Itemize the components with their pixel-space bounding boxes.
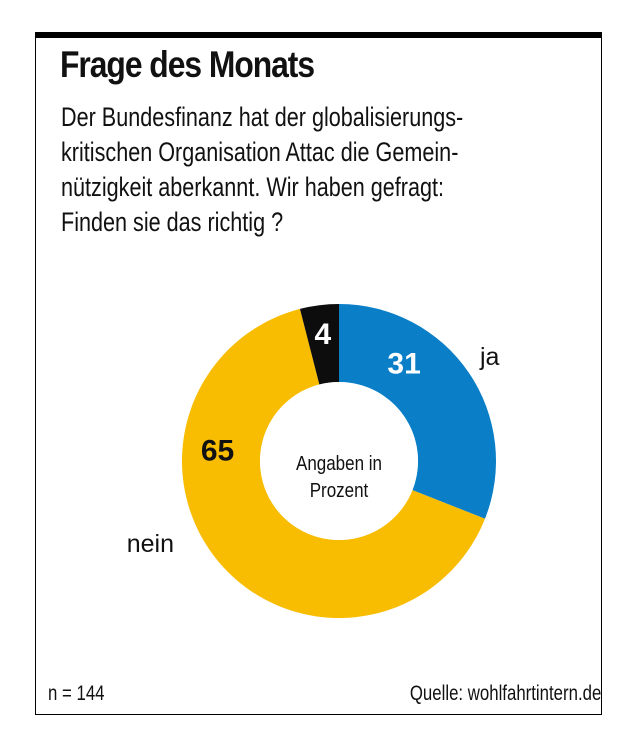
source-credit: Quelle: wohlfahrtintern.de [409,682,601,705]
donut-hole [260,382,418,540]
center-label-line: Prozent [310,479,369,502]
question-line: Der Bundesfinanz hat der globalisierungs… [61,102,464,132]
question-line: nützigkeit aberkannt. Wir haben gefragt: [61,172,445,202]
question-line: kritischen Organisation Attac die Gemein… [61,137,459,167]
sample-size: n = 144 [48,682,105,705]
chart-title: Frage des Monats [60,44,315,85]
question-text: Der Bundesfinanz hat der globalisierungs… [61,100,463,240]
donut-slice-no-answer [299,304,339,385]
question-line: Finden sie das richtig ? [61,207,284,237]
donut-slice-nein [181,308,485,618]
slice-value-label: 65 [201,435,234,468]
slice-category-label: nein [127,530,174,558]
center-label-line: Angaben in [296,452,382,475]
slice-value-label: 4 [314,318,331,351]
chart-frame [35,32,602,715]
donut-slice-ja [339,304,496,519]
slice-value-label: 31 [387,348,420,381]
slice-category-label: ja [479,343,500,371]
